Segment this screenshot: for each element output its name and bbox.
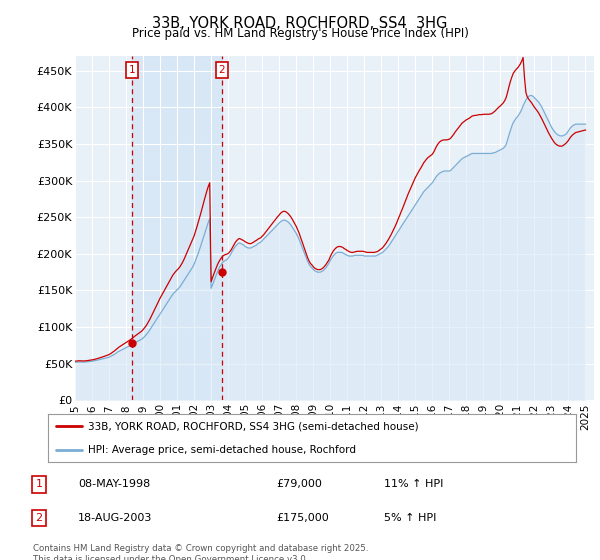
Text: 08-MAY-1998: 08-MAY-1998 — [78, 479, 150, 489]
Bar — [132, 56, 222, 400]
Text: 33B, YORK ROAD, ROCHFORD, SS4 3HG (semi-detached house): 33B, YORK ROAD, ROCHFORD, SS4 3HG (semi-… — [88, 421, 418, 431]
Text: 33B, YORK ROAD, ROCHFORD, SS4  3HG: 33B, YORK ROAD, ROCHFORD, SS4 3HG — [152, 16, 448, 31]
Text: 5% ↑ HPI: 5% ↑ HPI — [384, 513, 436, 523]
Text: 2: 2 — [218, 65, 225, 75]
Text: 1: 1 — [35, 479, 43, 489]
Text: 2: 2 — [35, 513, 43, 523]
Text: £175,000: £175,000 — [276, 513, 329, 523]
Text: 1: 1 — [129, 65, 136, 75]
Text: Contains HM Land Registry data © Crown copyright and database right 2025.
This d: Contains HM Land Registry data © Crown c… — [33, 544, 368, 560]
Text: £79,000: £79,000 — [276, 479, 322, 489]
Text: 11% ↑ HPI: 11% ↑ HPI — [384, 479, 443, 489]
Text: 18-AUG-2003: 18-AUG-2003 — [78, 513, 152, 523]
Text: Price paid vs. HM Land Registry's House Price Index (HPI): Price paid vs. HM Land Registry's House … — [131, 27, 469, 40]
Text: HPI: Average price, semi-detached house, Rochford: HPI: Average price, semi-detached house,… — [88, 445, 356, 455]
